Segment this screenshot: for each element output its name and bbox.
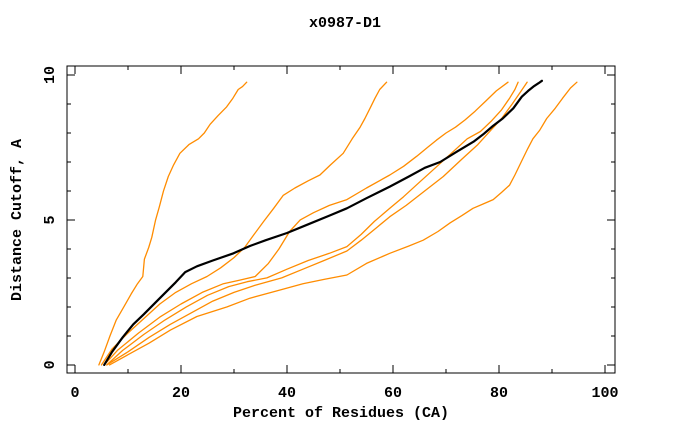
series-orange-5 [106, 81, 528, 366]
series-orange-1 [98, 81, 248, 366]
series-orange-6 [108, 81, 578, 366]
chart-title: x0987-D1 [309, 15, 381, 32]
x-tick-label: 40 [278, 385, 296, 402]
plot-border [66, 65, 616, 374]
y-axis-label: Distance Cutoff, A [9, 139, 26, 301]
axis-ticks [67, 66, 615, 373]
x-tick-label: 100 [591, 385, 618, 402]
data-series [98, 79, 578, 366]
y-tick-label: 10 [42, 66, 59, 84]
x-tick-label: 80 [490, 385, 508, 402]
x-tick-label: 60 [384, 385, 402, 402]
series-orange-3 [103, 81, 509, 366]
x-tick-label: 0 [70, 385, 79, 402]
series-orange-2 [100, 81, 388, 366]
plot-frame [66, 65, 616, 374]
series-black [103, 79, 544, 366]
x-tick-label: 20 [172, 385, 190, 402]
x-axis-label: Percent of Residues (CA) [233, 405, 449, 422]
series-orange-4 [106, 81, 519, 366]
axis-tick-labels: 0 20 40 60 80 100 0 5 10 [42, 66, 618, 402]
y-tick-label: 0 [42, 360, 59, 369]
y-tick-label: 5 [42, 215, 59, 224]
